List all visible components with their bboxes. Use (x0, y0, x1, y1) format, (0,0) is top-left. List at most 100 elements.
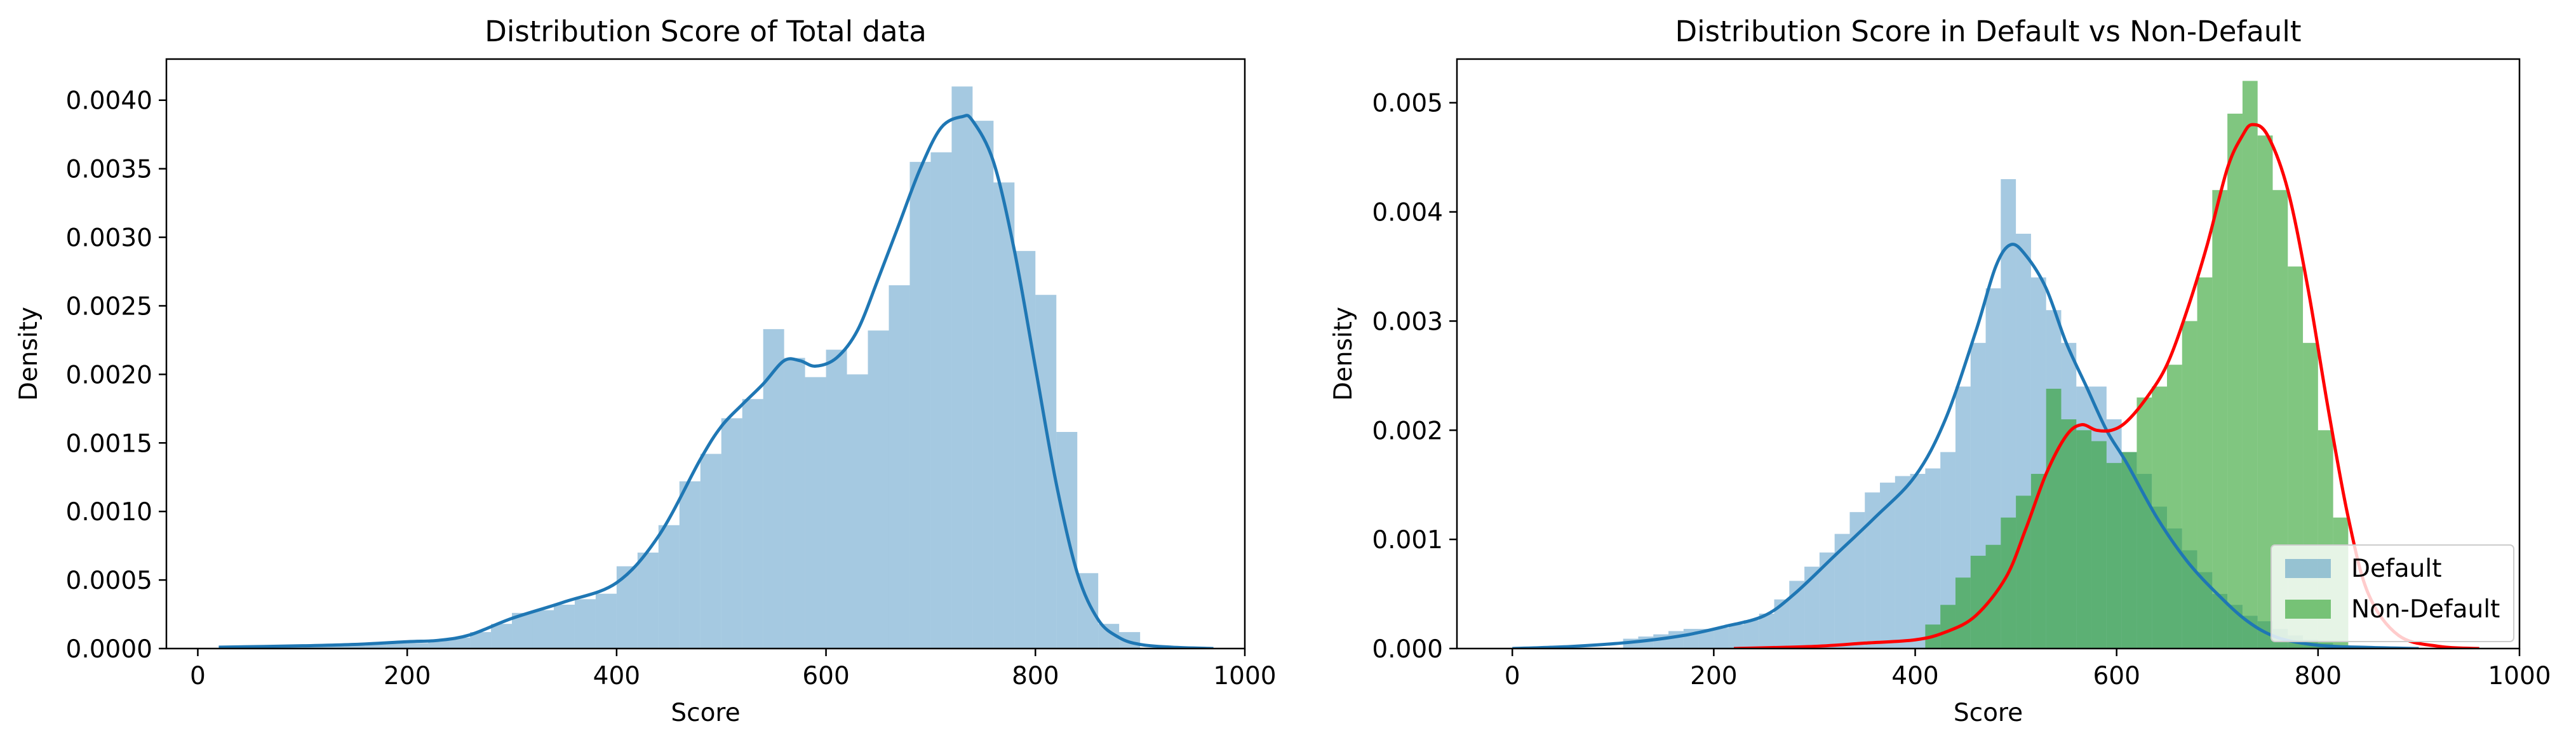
y-tick-label: 0.0015 (66, 429, 152, 458)
histogram-bar-non-default-3 (1970, 555, 1986, 649)
histogram-bar-series-0-31 (868, 330, 889, 649)
histogram-bar-non-default-13 (2121, 452, 2137, 649)
histogram-bar-series-0-23 (700, 454, 721, 649)
histogram-bar-series-0-6 (344, 644, 366, 649)
histogram-bar-series-0-8 (386, 643, 408, 649)
histogram-bar-default-2 (1653, 634, 1669, 649)
y-tick-label: 0.002 (1372, 417, 1443, 445)
histogram-bar-series-0-13 (491, 624, 513, 649)
histogram-bar-series-0-36 (972, 121, 994, 649)
y-tick-label: 0.004 (1372, 199, 1443, 227)
histogram-bar-non-default-16 (2166, 365, 2182, 649)
histogram-bar-series-0-15 (532, 610, 554, 649)
x-tick-label: 400 (1891, 662, 1938, 690)
right-histogram-bars (1623, 81, 2349, 649)
histogram-bar-default-21 (1940, 452, 1955, 649)
y-tick-label: 0.0005 (66, 567, 152, 595)
histogram-bar-non-default-19 (2212, 190, 2228, 649)
y-tick-label: 0.0000 (66, 635, 152, 664)
histogram-bar-series-0-38 (1014, 251, 1036, 649)
right-kde-lines (1512, 123, 2479, 649)
histogram-bar-series-0-11 (449, 637, 471, 649)
histogram-bar-series-0-32 (889, 285, 910, 649)
histogram-bar-default-17 (1880, 482, 1895, 649)
histogram-bar-default-14 (1834, 534, 1850, 649)
histogram-bar-series-0-21 (658, 525, 680, 649)
x-tick-label: 400 (593, 662, 640, 690)
histogram-bar-non-default-12 (2106, 462, 2122, 649)
histogram-bar-default-9 (1759, 614, 1774, 649)
x-tick-label: 600 (802, 662, 849, 690)
legend-box (2271, 544, 2514, 642)
histogram-bar-series-0-24 (721, 418, 742, 649)
histogram-bar-non-default-2 (1955, 577, 1971, 649)
histogram-bar-series-0-20 (637, 552, 659, 649)
histogram-bar-series-0-25 (742, 399, 763, 649)
right-x-axis-label: Score (1954, 699, 2023, 727)
histogram-bar-default-7 (1729, 624, 1744, 649)
x-tick-label: 800 (1012, 662, 1059, 690)
histogram-bar-non-default-21 (2242, 81, 2258, 649)
histogram-bar-default-8 (1743, 620, 1759, 649)
histogram-bar-non-default-11 (2091, 441, 2107, 649)
histogram-bar-non-default-20 (2227, 113, 2243, 649)
left-plot-frame (165, 58, 1246, 650)
histogram-bar-default-6 (1714, 628, 1729, 649)
legend-label-default: Default (2351, 555, 2442, 583)
histogram-bar-series-0-35 (951, 86, 973, 649)
histogram-bar-default-13 (1819, 552, 1835, 649)
left-chart-panel: 0 200 400 600 800 1000 0.0000 0.0005 0.0010 0.00… (15, 15, 1277, 727)
histogram-bar-series-0-33 (909, 161, 931, 649)
histogram-bar-series-0-28 (805, 377, 826, 649)
left-x-ticks: 0 200 400 600 800 1000 (190, 649, 1277, 690)
y-tick-label: 0.003 (1372, 307, 1443, 336)
x-tick-label: 800 (2295, 662, 2342, 690)
right-x-ticks: 0 200 400 600 800 1000 (1505, 649, 2551, 690)
left-x-axis-label: Score (671, 699, 740, 727)
right-y-axis-label: Density (1329, 307, 1358, 401)
y-tick-label: 0.0010 (66, 498, 152, 527)
histogram-bar-series-0-5 (323, 645, 345, 649)
y-tick-label: 0.001 (1372, 526, 1443, 555)
left-kde-lines (218, 114, 1214, 649)
histogram-bar-series-0-26 (763, 329, 784, 649)
histogram-bar-default-5 (1698, 629, 1714, 649)
y-tick-label: 0.005 (1372, 90, 1443, 118)
x-tick-label: 200 (384, 662, 431, 690)
histogram-bar-non-default-8 (2046, 388, 2062, 649)
kde-line-default (1512, 243, 2419, 649)
histogram-bar-series-0-40 (1056, 432, 1078, 649)
histogram-bar-series-0-7 (365, 644, 387, 649)
histogram-bar-default-16 (1865, 492, 1881, 649)
right-chart-title: Distribution Score in Default vs Non-Def… (1675, 15, 2302, 48)
histogram-bar-non-default-17 (2182, 321, 2197, 649)
x-tick-label: 1000 (1213, 662, 1276, 690)
x-tick-label: 0 (1505, 662, 1520, 690)
histogram-bar-non-default-22 (2257, 135, 2273, 649)
y-tick-label: 0.0025 (66, 292, 152, 321)
kde-line-non-default (1734, 123, 2479, 649)
histogram-bar-non-default-1 (1940, 605, 1955, 649)
left-histogram-bars (218, 86, 1141, 649)
histogram-bar-default-18 (1895, 476, 1910, 649)
x-tick-label: 600 (2093, 662, 2140, 690)
histogram-bar-default-15 (1849, 512, 1865, 649)
x-tick-label: 0 (190, 662, 206, 690)
left-y-axis-label: Density (15, 307, 43, 401)
legend-label-non-default: Non-Default (2351, 595, 2500, 624)
right-chart-panel: 0 200 400 600 800 1000 0.0000.0010.0020.0030.… (1329, 15, 2551, 727)
right-plot-frame (1456, 58, 2521, 650)
y-tick-label: 0.0040 (66, 87, 152, 116)
histogram-bar-series-0-9 (407, 643, 429, 649)
histogram-bar-default-11 (1789, 581, 1805, 649)
legend: Default Non-Default (2271, 544, 2514, 642)
y-tick-label: 0.0030 (66, 224, 152, 253)
histogram-bar-default-10 (1774, 599, 1790, 649)
histogram-bar-default-3 (1668, 631, 1684, 649)
histogram-bar-non-default-6 (2016, 495, 2031, 649)
histogram-bar-series-0-10 (428, 640, 450, 649)
histogram-bar-series-0-16 (553, 604, 575, 649)
histogram-bar-default-12 (1804, 567, 1820, 649)
y-tick-label: 0.0035 (66, 156, 152, 184)
